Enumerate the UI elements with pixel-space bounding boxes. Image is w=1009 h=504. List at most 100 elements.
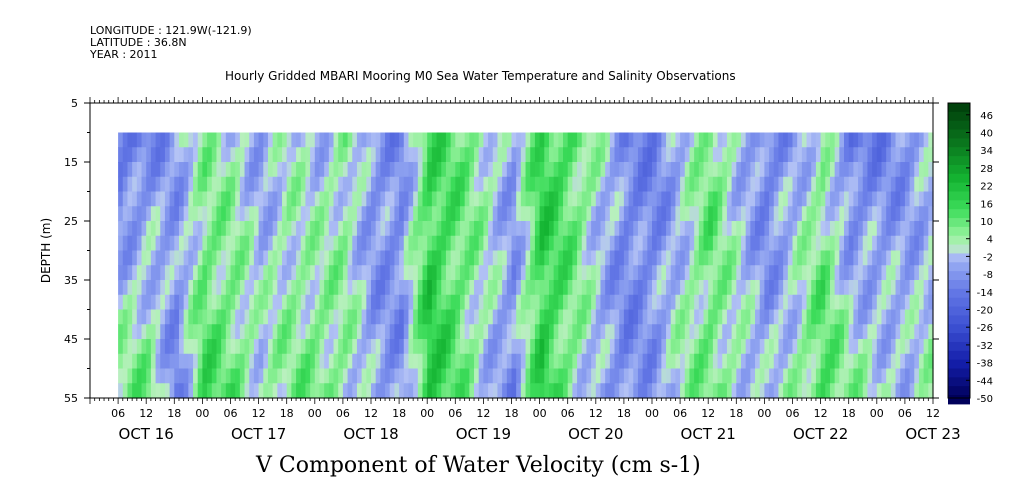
heatmap-cell	[581, 147, 588, 163]
colorbar-tick-label: -14	[977, 288, 993, 299]
heatmap-cell	[637, 280, 644, 296]
heatmap-cell	[511, 383, 517, 399]
x-hour-label: 18	[392, 407, 406, 420]
heatmap-cell	[132, 176, 138, 193]
heatmap-cell	[516, 353, 522, 370]
heatmap-cell	[417, 221, 424, 237]
heatmap-cell	[525, 294, 531, 311]
heatmap-cell	[928, 162, 934, 178]
heatmap-cell	[441, 353, 447, 370]
heatmap-cell	[666, 176, 672, 193]
heatmap-cell	[263, 176, 269, 193]
heatmap-cell	[923, 383, 929, 399]
heatmap-cell	[455, 191, 461, 207]
heatmap-cell	[708, 235, 714, 252]
heatmap-cell	[520, 265, 527, 281]
heatmap-cell	[666, 147, 672, 163]
heatmap-cell	[661, 339, 667, 355]
heatmap-cell	[689, 368, 695, 384]
heatmap-cell	[263, 280, 269, 296]
heatmap-cell	[867, 250, 873, 266]
heatmap-cell	[844, 265, 850, 281]
heatmap-cell	[202, 368, 208, 384]
heatmap-cell	[436, 206, 442, 222]
heatmap-cell	[904, 147, 911, 163]
heatmap-cell	[731, 206, 737, 222]
heatmap-cell	[263, 235, 269, 252]
heatmap-cell	[745, 309, 751, 325]
heatmap-cell	[825, 132, 831, 148]
heatmap-cell	[815, 294, 822, 311]
heatmap-cell	[647, 132, 653, 148]
heatmap-cell	[474, 147, 480, 163]
heatmap-cell	[469, 280, 475, 296]
heatmap-cell	[558, 265, 564, 281]
heatmap-cell	[834, 221, 840, 237]
heatmap-cell	[427, 235, 433, 252]
heatmap-cell	[286, 353, 292, 370]
heatmap-cell	[844, 221, 850, 237]
heatmap-cell	[235, 191, 241, 207]
heatmap-cell	[829, 309, 836, 325]
heatmap-cell	[759, 206, 765, 222]
colorbar-tick-label: 10	[980, 217, 993, 228]
heatmap-cell	[511, 221, 517, 237]
heatmap-cell	[183, 265, 189, 281]
heatmap-cell	[811, 132, 817, 148]
heatmap-cell	[122, 280, 129, 296]
heatmap-cell	[483, 339, 489, 355]
heatmap-cell	[356, 191, 363, 207]
colorbar-segment	[948, 359, 970, 369]
heatmap-cell	[361, 265, 367, 281]
heatmap-cell	[755, 250, 761, 266]
heatmap-cell	[483, 309, 489, 325]
heatmap-cell	[595, 309, 602, 325]
heatmap-cell	[548, 147, 555, 163]
heatmap-cell	[722, 132, 728, 148]
heatmap-cell	[511, 368, 517, 384]
heatmap-cell	[783, 339, 789, 355]
heatmap-cell	[272, 206, 278, 222]
heatmap-cell	[272, 132, 278, 148]
heatmap-cell	[244, 132, 250, 148]
heatmap-cell	[731, 132, 737, 148]
heatmap-cell	[581, 176, 588, 193]
heatmap-cell	[516, 191, 522, 207]
heatmap-cell	[267, 324, 274, 340]
heatmap-cell	[296, 339, 302, 355]
heatmap-cell	[464, 206, 470, 222]
heatmap-cell	[445, 221, 452, 237]
heatmap-cell	[661, 265, 667, 281]
heatmap-cell	[553, 353, 559, 370]
heatmap-cell	[726, 235, 733, 252]
heatmap-cell	[193, 235, 199, 252]
heatmap-cell	[680, 221, 686, 237]
heatmap-cell	[422, 309, 428, 325]
heatmap-cell	[506, 294, 513, 311]
heatmap-cell	[155, 191, 161, 207]
heatmap-cell	[338, 250, 344, 266]
heatmap-cell	[450, 235, 456, 252]
heatmap-cell	[633, 383, 639, 399]
heatmap-cell	[464, 191, 470, 207]
heatmap-cell	[520, 294, 527, 311]
heatmap-cell	[244, 280, 250, 296]
heatmap-cell	[478, 339, 484, 355]
heatmap-cell	[904, 280, 911, 296]
heatmap-cell	[221, 324, 227, 340]
heatmap-cell	[567, 147, 573, 163]
heatmap-cell	[506, 324, 513, 340]
heatmap-cell	[726, 339, 733, 355]
heatmap-cell	[755, 132, 761, 148]
heatmap-cell	[394, 132, 400, 148]
heatmap-cell	[286, 191, 292, 207]
heatmap-cell	[455, 353, 461, 370]
heatmap-cell	[609, 265, 616, 281]
heatmap-cell	[703, 235, 709, 252]
heatmap-cell	[909, 383, 915, 399]
heatmap-cell	[577, 324, 583, 340]
heatmap-cell	[356, 280, 363, 296]
heatmap-cell	[858, 206, 864, 222]
heatmap-cell	[506, 132, 513, 148]
heatmap-cell	[694, 221, 700, 237]
